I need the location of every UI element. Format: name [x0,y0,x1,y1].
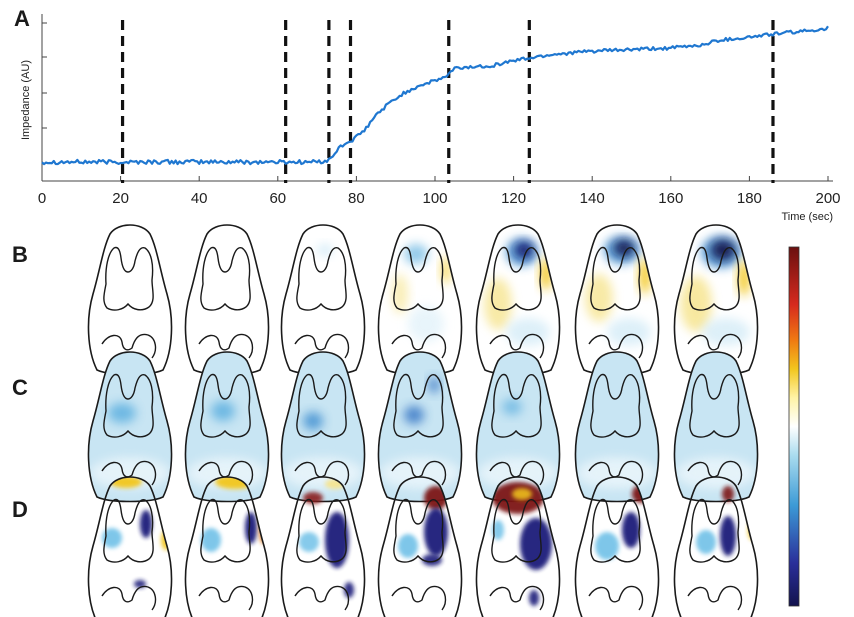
series-line-impedance [41,25,829,166]
image-cell-b-6 [574,224,660,376]
colorbar-gradient [788,246,800,607]
panel-label-d: D [12,497,28,522]
x-tick-label: 140 [580,190,605,207]
y-axis-label: Impedance (AU) [20,60,32,140]
image-cell-b-3 [280,224,366,376]
image-cell-d-6 [574,476,660,617]
x-tick-label: 200 [815,190,840,207]
image-cell-c-4 [377,351,463,503]
image-cell-b-2 [184,224,270,376]
image-cell-d-4 [377,476,463,617]
image-cell-b-1 [87,224,173,376]
panel-label-b: B [12,242,28,267]
image-cell-b-4 [377,224,463,376]
image-cell-d-5 [475,476,561,617]
image-cell-c-7 [673,351,759,503]
chart-axes [41,14,833,182]
image-cell-b-7 [673,224,759,376]
event-markers [120,20,775,183]
x-tick-label: 0 [38,190,46,207]
x-ticks: 0 20 40 60 80 100 120 140 160 180 200 [38,176,841,207]
x-tick-label: 120 [501,190,526,207]
panel-label-a: A [14,6,30,31]
x-axis-label: Time (sec) [781,211,833,223]
x-tick-label: 80 [348,190,365,207]
colorbar [788,246,800,607]
x-tick-label: 60 [269,190,286,207]
panel-label-c: C [12,375,28,400]
image-cell-b-5 [475,224,561,376]
x-tick-label: 100 [422,190,447,207]
x-tick-label: 40 [191,190,208,207]
image-cell-c-3 [280,351,366,503]
x-tick-label: 160 [658,190,683,207]
x-tick-label: 20 [112,190,129,207]
image-grid [87,224,759,617]
image-cell-c-6 [574,351,660,503]
x-tick-label: 180 [737,190,762,207]
image-cell-d-3 [280,476,366,617]
image-cell-c-5 [475,351,561,503]
image-cell-d-7 [673,476,759,617]
